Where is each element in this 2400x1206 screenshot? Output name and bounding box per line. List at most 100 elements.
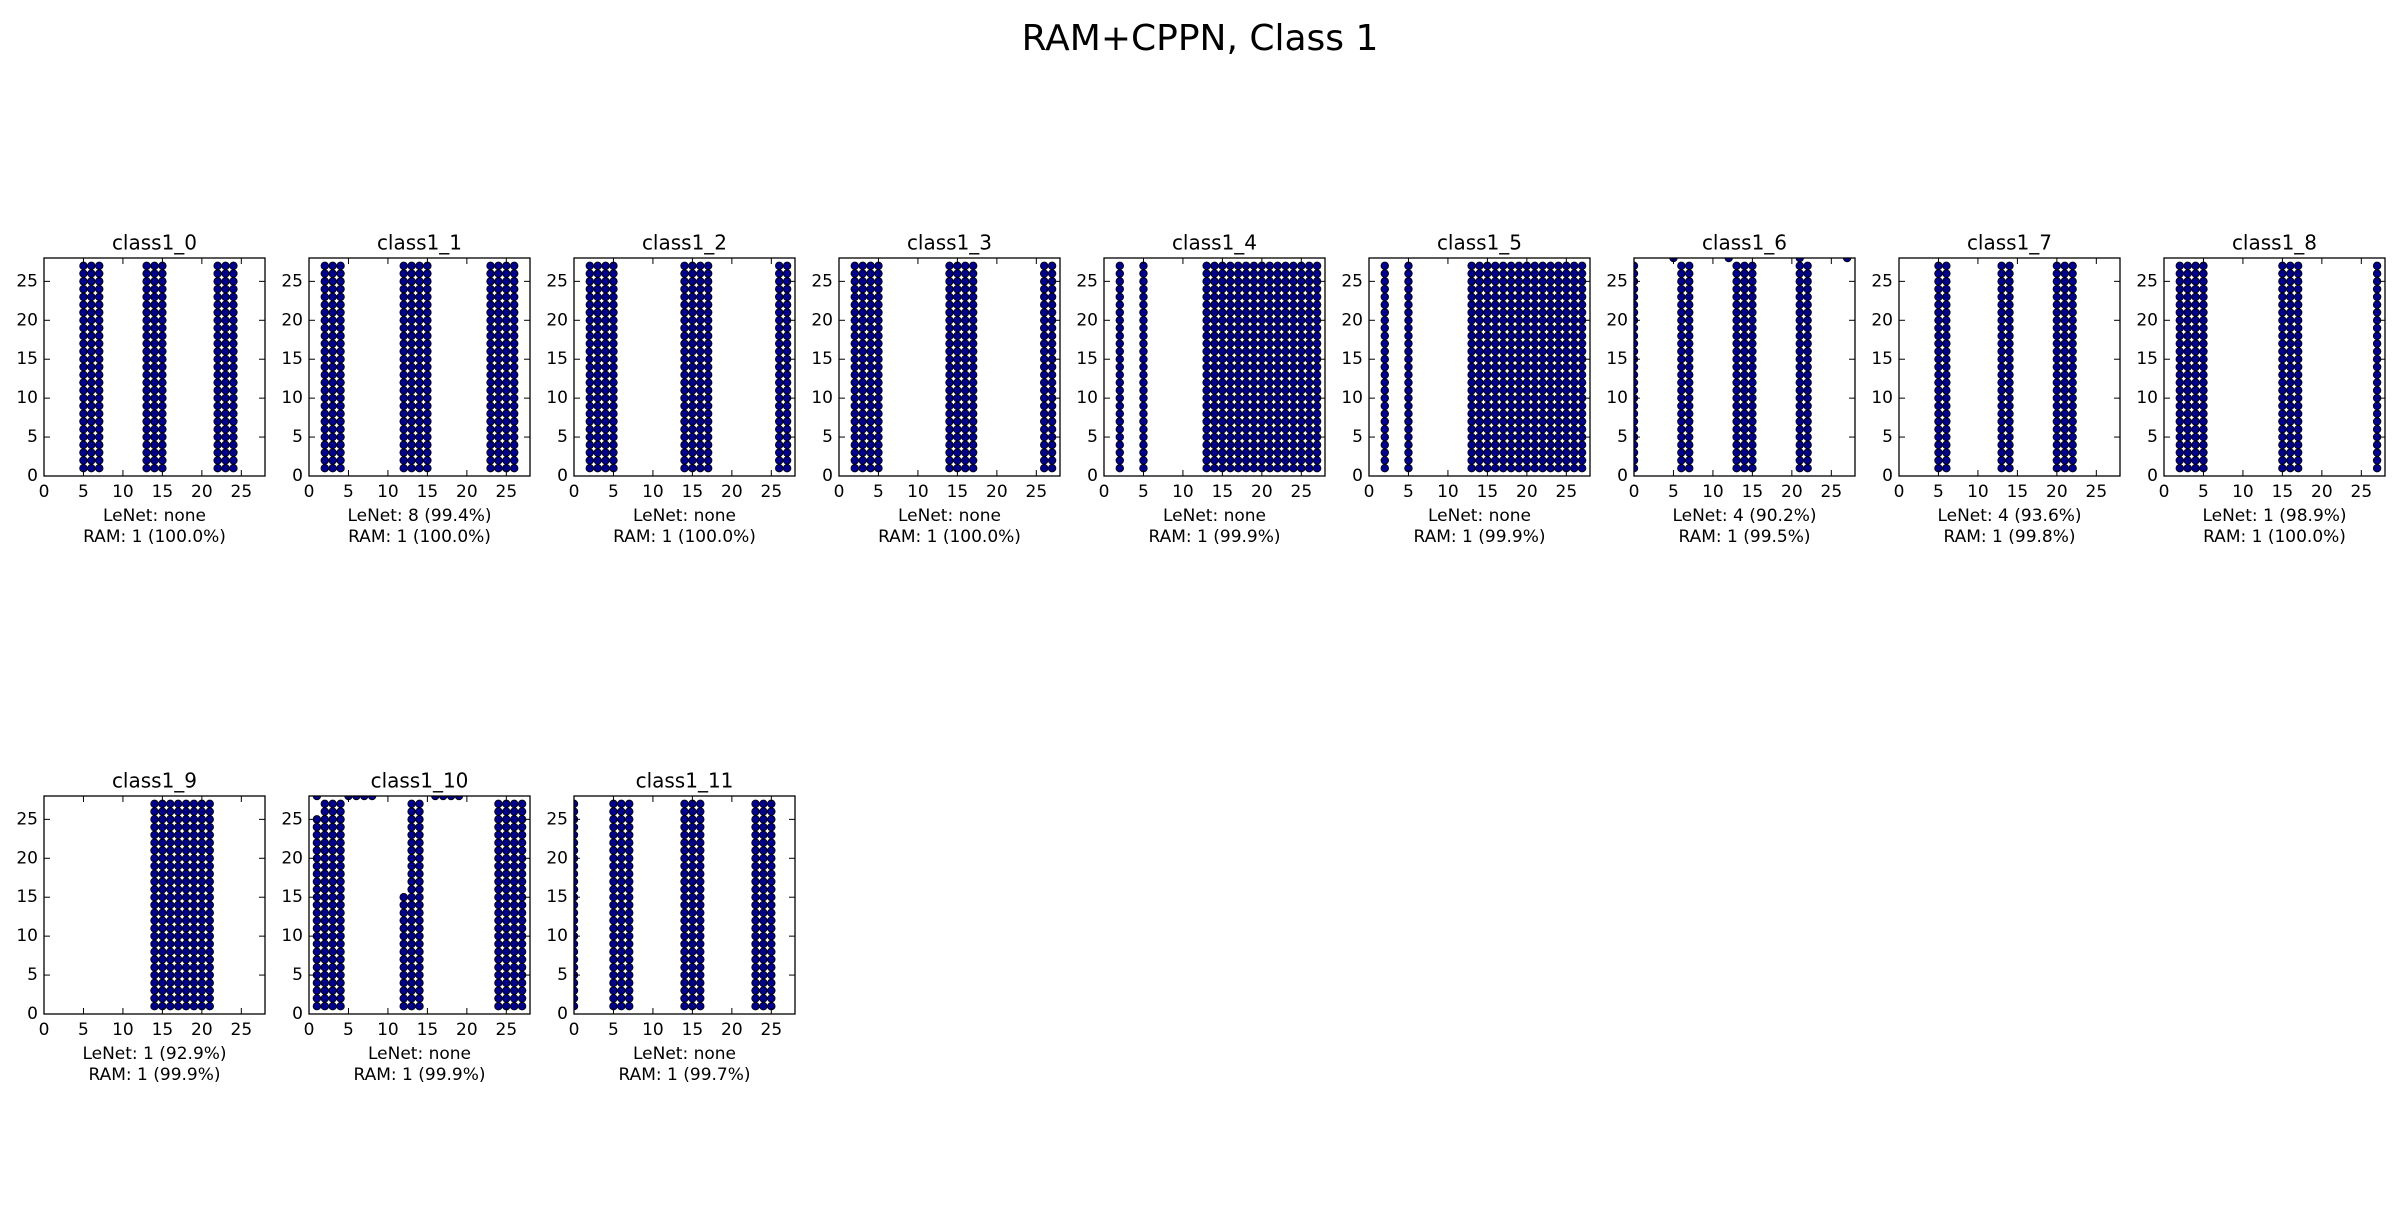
point: [688, 432, 697, 442]
point: [221, 323, 230, 333]
point: [494, 292, 503, 302]
point: [1297, 370, 1306, 379]
point: [2191, 261, 2200, 270]
point: [1934, 409, 1943, 418]
point: [1289, 277, 1298, 286]
y-tick-label: 15: [546, 349, 568, 369]
point: [759, 838, 768, 847]
point: [696, 994, 705, 1003]
point: [1467, 323, 1476, 333]
x-tick-label: 5: [2198, 482, 2209, 502]
point: [759, 994, 768, 1003]
point: [1491, 448, 1500, 457]
point: [213, 393, 222, 403]
point: [1226, 277, 1235, 286]
point: [968, 355, 978, 364]
point: [601, 261, 610, 270]
point: [1530, 417, 1539, 426]
point: [502, 986, 511, 995]
point: [1218, 378, 1227, 387]
point: [328, 331, 337, 341]
point: [1233, 362, 1243, 372]
point: [782, 409, 792, 418]
point: [1139, 277, 1148, 286]
point: [205, 893, 214, 902]
point: [1514, 292, 1524, 302]
point: [858, 355, 867, 364]
point: [759, 799, 768, 808]
point: [320, 300, 329, 309]
point: [173, 893, 183, 902]
point: [1249, 464, 1259, 473]
point: [166, 815, 175, 824]
point: [2286, 308, 2295, 317]
point: [1241, 378, 1251, 387]
point: [1233, 331, 1243, 341]
y-tick-label: 15: [1606, 349, 1628, 369]
point: [1305, 401, 1314, 411]
point: [1491, 440, 1500, 450]
point: [1249, 409, 1259, 418]
point: [320, 370, 329, 379]
point: [609, 386, 618, 395]
point: [205, 900, 214, 910]
point: [415, 885, 424, 894]
point: [336, 838, 345, 847]
point: [968, 425, 978, 434]
point: [1546, 440, 1555, 450]
point: [2005, 432, 2014, 442]
point: [609, 963, 618, 972]
point: [609, 924, 618, 933]
point: [850, 464, 859, 473]
point: [517, 807, 527, 816]
point: [197, 931, 207, 941]
point: [1047, 308, 1057, 317]
point: [502, 846, 511, 855]
point: [1795, 261, 1804, 270]
point: [1562, 347, 1571, 356]
point: [1257, 409, 1267, 418]
point: [1538, 409, 1547, 418]
point: [1740, 370, 1749, 379]
point: [1803, 440, 1812, 450]
point: [1226, 355, 1235, 364]
point: [173, 885, 183, 894]
point: [2191, 292, 2200, 302]
point: [197, 947, 207, 956]
point: [229, 261, 238, 270]
point: [142, 378, 151, 387]
point: [399, 316, 408, 325]
point: [1795, 339, 1804, 348]
point: [945, 331, 954, 341]
point: [158, 417, 167, 426]
y-tick-label: 25: [1076, 271, 1098, 291]
point: [2199, 339, 2208, 348]
point: [1740, 409, 1749, 418]
point: [1289, 425, 1298, 434]
point: [1233, 316, 1243, 325]
point: [336, 869, 345, 879]
point: [142, 386, 151, 395]
point: [2372, 386, 2382, 395]
point: [415, 339, 424, 348]
point: [423, 432, 432, 442]
point: [688, 947, 697, 956]
point: [1803, 432, 1812, 442]
point: [775, 308, 784, 317]
point: [1942, 378, 1951, 387]
point: [173, 955, 183, 964]
points: [320, 261, 519, 473]
point: [680, 378, 689, 387]
point: [968, 386, 978, 395]
point: [1514, 378, 1524, 387]
point: [751, 830, 760, 840]
x-tick-label: 10: [377, 482, 399, 502]
point: [961, 308, 970, 317]
point: [1249, 355, 1259, 364]
points: [2175, 261, 2382, 473]
point: [1241, 440, 1251, 450]
point: [1241, 292, 1251, 302]
point: [1677, 464, 1686, 473]
point: [1538, 323, 1547, 333]
point: [502, 323, 511, 333]
